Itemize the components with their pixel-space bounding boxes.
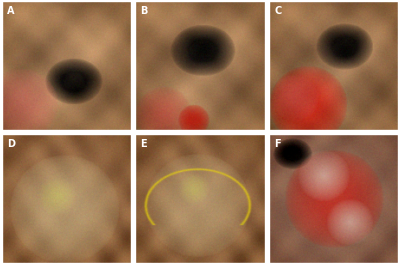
Text: B: B [140,6,148,16]
Text: C: C [274,6,282,16]
Text: D: D [7,139,15,149]
Text: F: F [274,139,281,149]
Text: A: A [7,6,14,16]
Text: E: E [140,139,147,149]
